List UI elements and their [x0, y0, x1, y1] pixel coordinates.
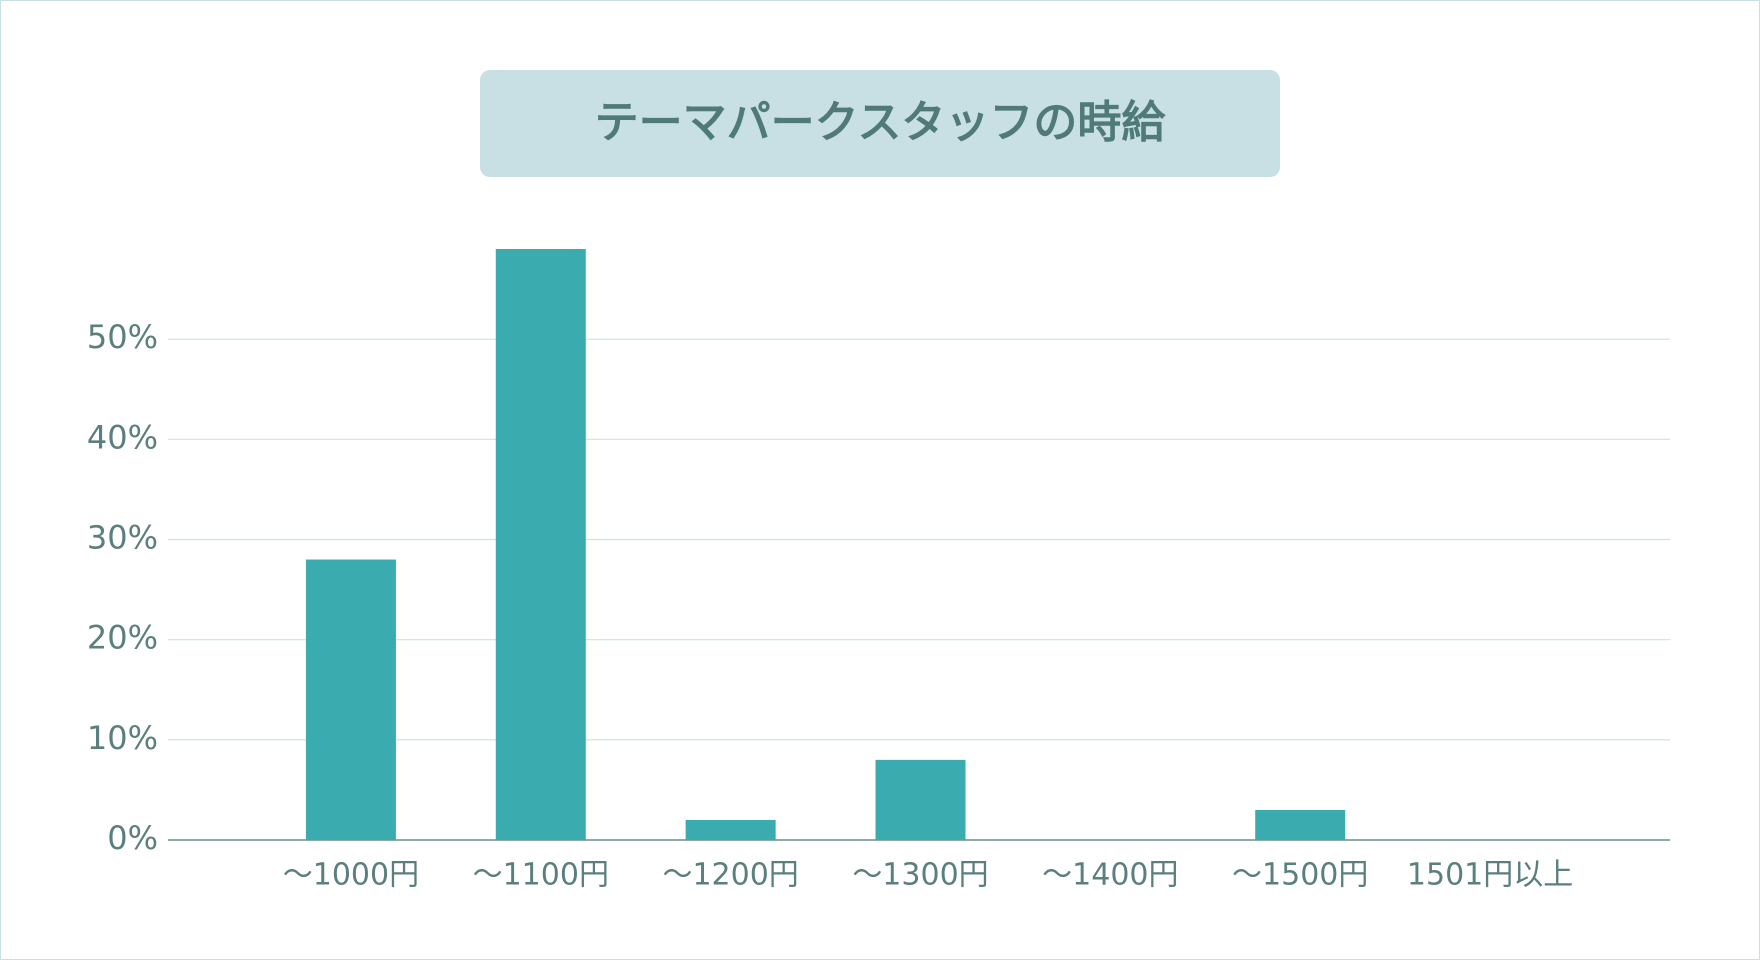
- bar: [685, 819, 776, 840]
- y-tick-label: 20%: [87, 619, 158, 657]
- bar: [1255, 809, 1346, 840]
- x-tick-label: ～1000円: [283, 858, 419, 893]
- chart-title: テーマパークスタッフの時給: [595, 97, 1167, 148]
- bar: [875, 759, 966, 840]
- x-tick-label: ～1200円: [662, 858, 798, 893]
- y-tick-label: 10%: [87, 719, 158, 757]
- x-tick-label: ～1100円: [473, 858, 609, 893]
- y-tick-label: 0%: [107, 819, 158, 857]
- bar: [305, 559, 396, 840]
- y-tick-label: 40%: [87, 418, 158, 456]
- x-tick-label: ～1400円: [1042, 858, 1178, 893]
- y-tick-label: 30%: [87, 519, 158, 557]
- bar: [495, 249, 586, 840]
- x-tick-label: ～1300円: [852, 858, 988, 893]
- x-tick-label: 1501円以上: [1407, 858, 1573, 893]
- y-tick-label: 50%: [87, 318, 158, 356]
- x-tick-label: ～1500円: [1232, 858, 1368, 893]
- title-box: [480, 70, 1280, 177]
